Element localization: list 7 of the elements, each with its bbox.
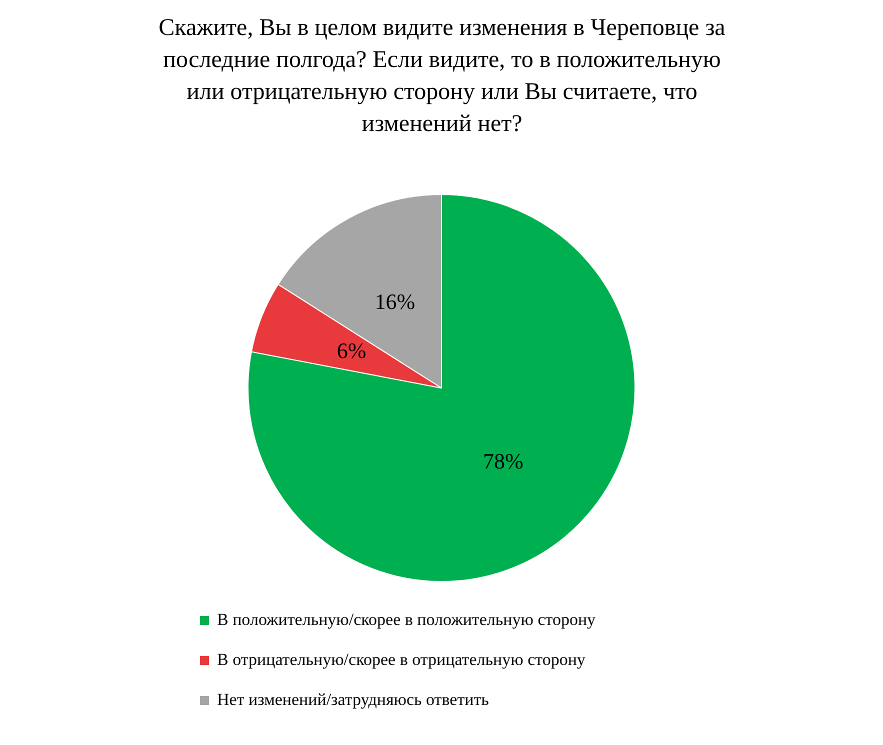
chart-title: Скажите, Вы в целом видите изменения в Череповце за последние полгода? Если видите, то в положительную или отрицательную сторону или Вы считаете, что изменений нет? (158, 14, 726, 139)
legend-label: В отрицательную/скорее в отрицательную сторону (217, 650, 586, 670)
data-label: 16% (374, 289, 416, 314)
legend-label: Нет изменений/затрудняюсь ответить (217, 690, 489, 710)
data-label: 6% (336, 338, 366, 364)
data-label: 78% (483, 448, 524, 474)
legend-label: В положительную/скорее в положительную сторону (217, 610, 596, 630)
